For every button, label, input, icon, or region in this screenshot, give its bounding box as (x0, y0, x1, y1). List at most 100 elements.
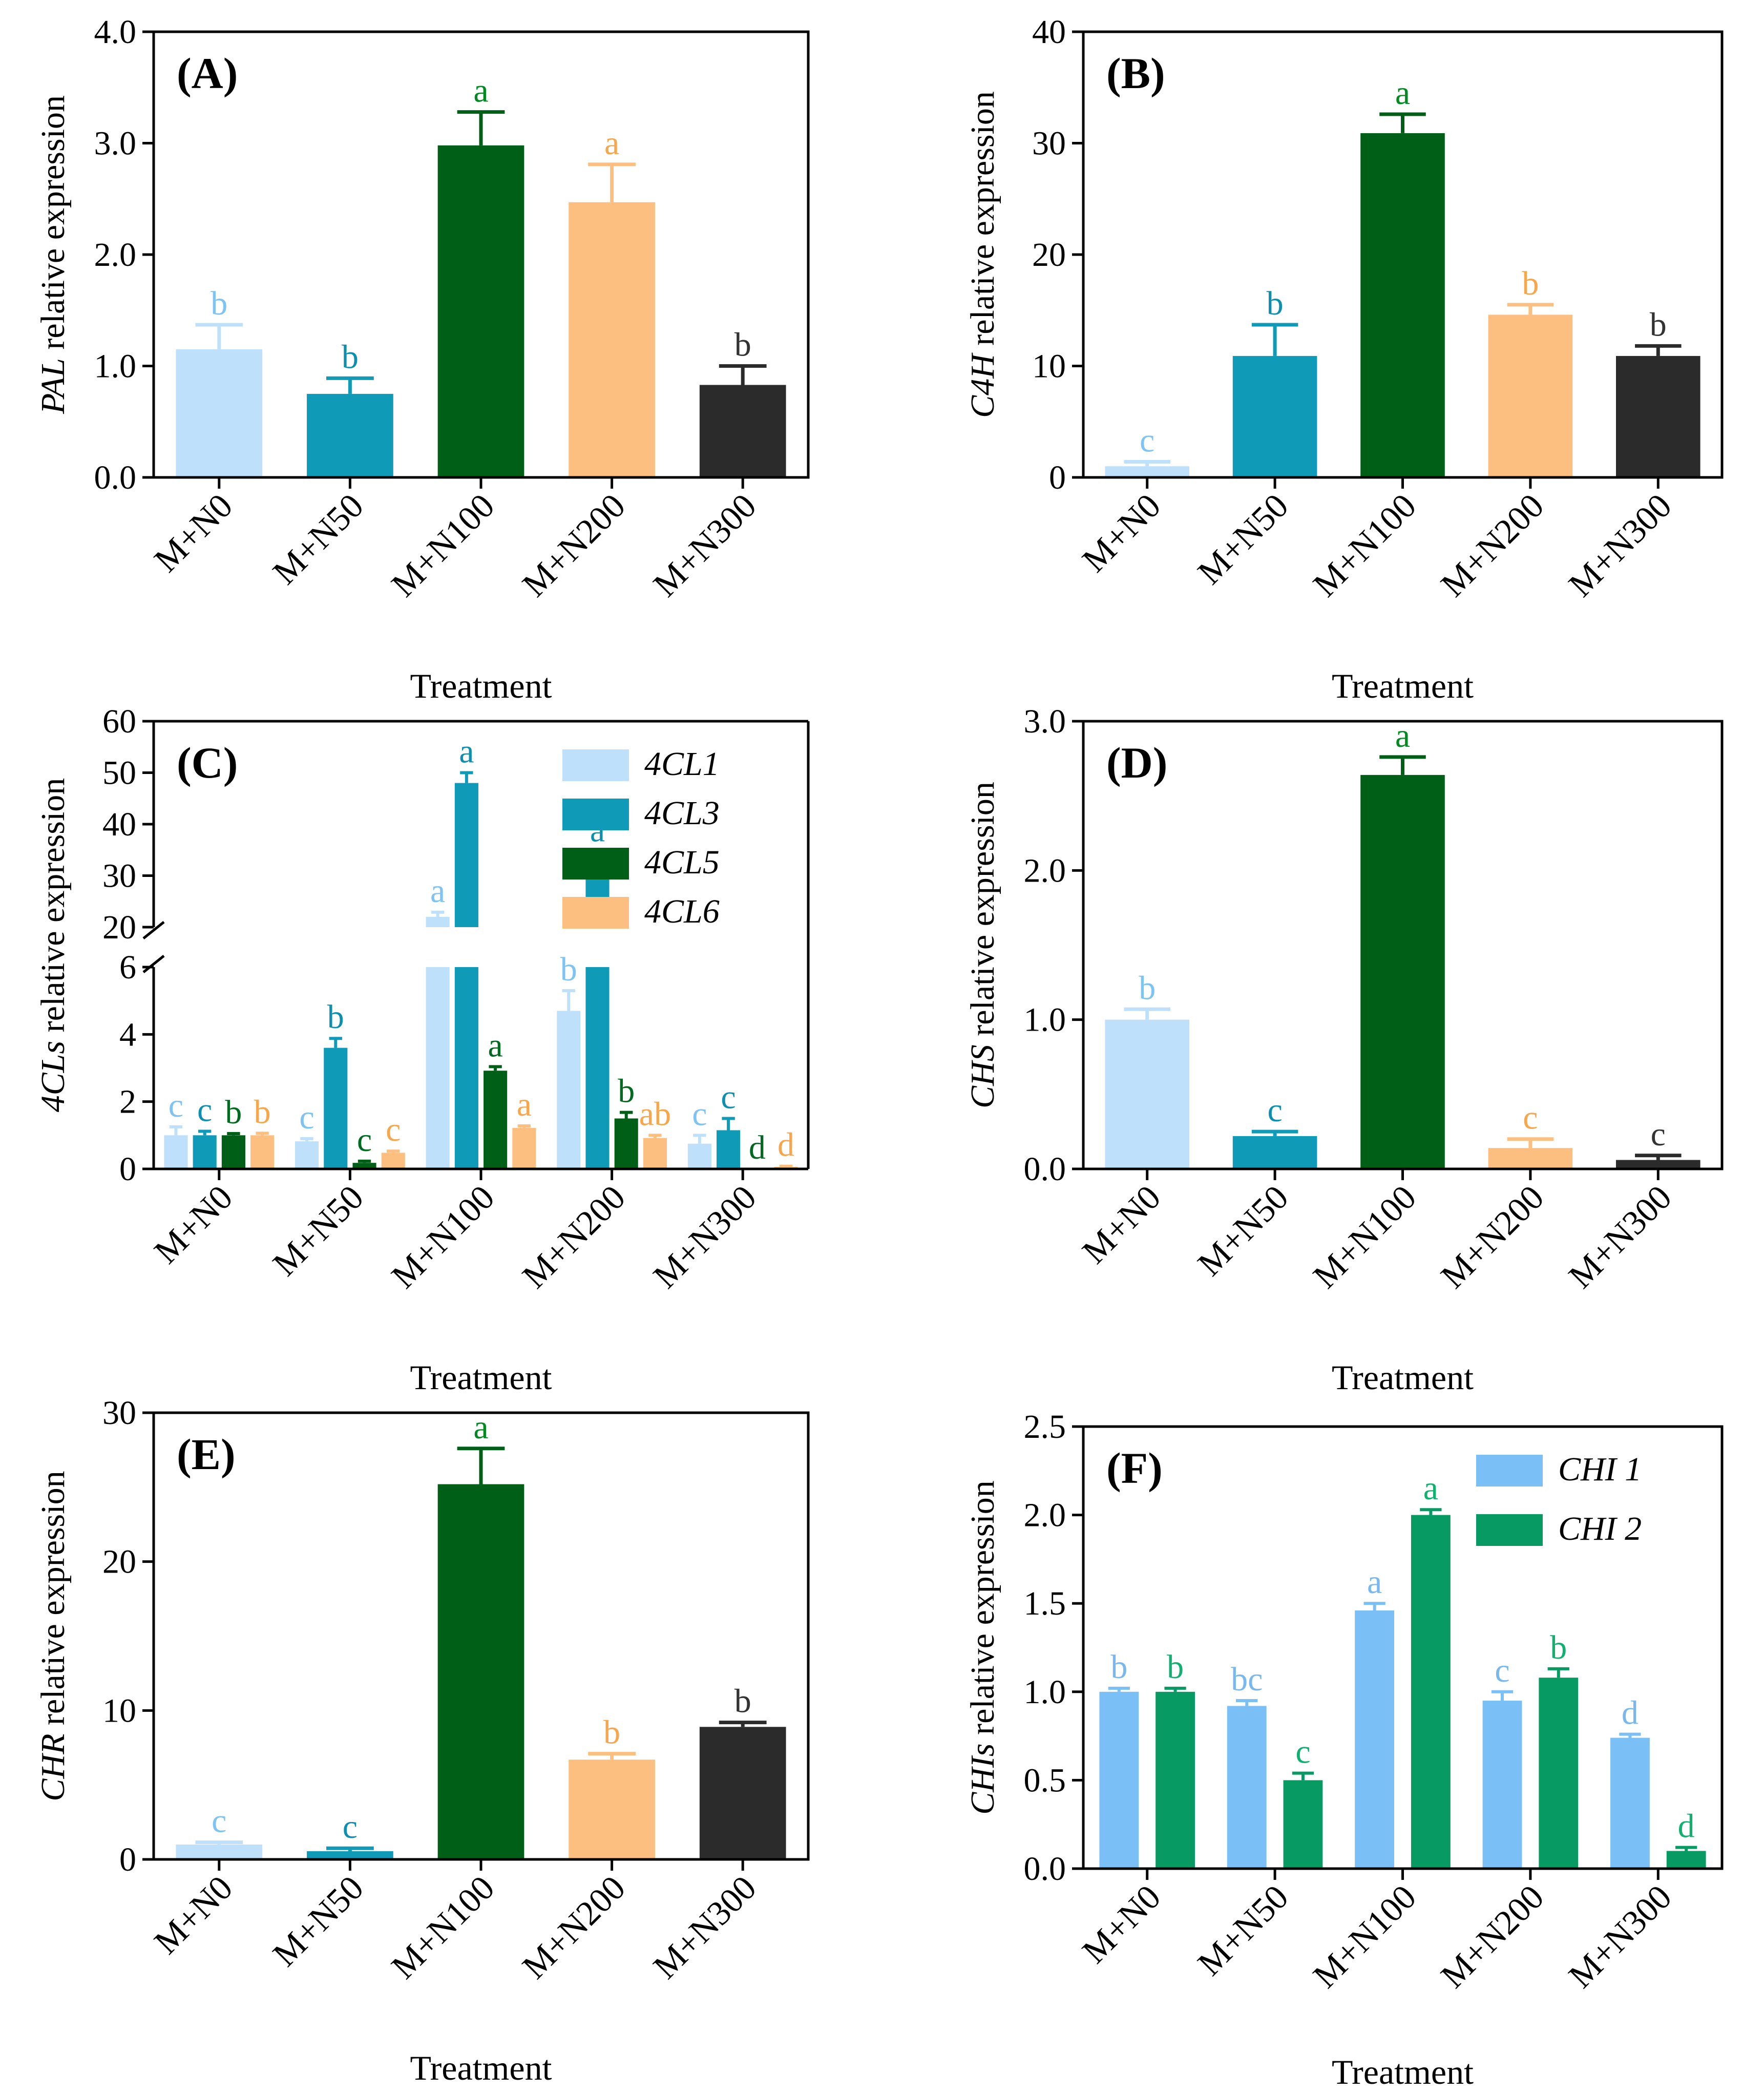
significance-letter: c (169, 1087, 183, 1124)
x-tick-label: M+N50 (1190, 486, 1295, 592)
bar-CHS-M+N300 (1615, 1160, 1700, 1169)
legend-swatch (1476, 1514, 1543, 1546)
significance-letter: a (473, 72, 488, 110)
significance-letter: b (1650, 306, 1667, 343)
significance-letter: c (299, 1099, 314, 1136)
x-tick-label: M+N100 (384, 1178, 501, 1295)
significance-letter: c (1140, 422, 1154, 459)
significance-letter: c (212, 1803, 226, 1840)
y-tick-label: 2.0 (1024, 852, 1066, 889)
panel-label: (B) (1106, 49, 1165, 98)
chart-panel-c: ccbbM+N0cbccM+N50aaaaM+N100bababM+N200cc… (34, 703, 810, 1397)
bar-CHS-M+N200 (1488, 1148, 1573, 1169)
bar-CHI 1-M+N50 (1227, 1706, 1267, 1869)
x-tick-label: M+N300 (645, 1178, 763, 1295)
y-axis-label-suffix: relative expression (34, 95, 72, 358)
significance-letter: b (734, 326, 751, 364)
y-axis-label-suffix: relative expression (964, 782, 1001, 1044)
bar-CHI 1-M+N300 (1610, 1737, 1650, 1869)
significance-letter: b (560, 951, 577, 988)
panel-label: (F) (1106, 1443, 1163, 1493)
bar-4CL3-M+N200-lower (585, 967, 610, 1169)
bar-CHI 1-M+N0 (1099, 1691, 1139, 1869)
bar-CHI 2-M+N50 (1283, 1780, 1323, 1869)
y-axis-label-suffix: relative expression (964, 91, 1001, 354)
x-tick-label: M+N50 (1190, 1178, 1295, 1283)
x-tick-label: M+N300 (1561, 1877, 1678, 1995)
y-tick-label: 0 (1049, 459, 1066, 496)
y-axis-label-gene: CHR (34, 1734, 72, 1802)
x-tick-label: M+N100 (384, 486, 501, 604)
bar-C4H-M+N100 (1360, 133, 1445, 477)
bar-4CL3-M+N100-lower (454, 967, 478, 1169)
x-tick-label: M+N200 (515, 486, 633, 604)
y-axis-label: C4H relative expression (964, 91, 1001, 418)
y-tick-label: 20 (102, 909, 136, 946)
bar-PAL-M+N0 (176, 349, 263, 477)
significance-letter: a (473, 1409, 488, 1446)
x-tick-label: M+N100 (1306, 1178, 1423, 1295)
y-tick-label: 2 (119, 1083, 136, 1121)
x-tick-label: M+N0 (146, 486, 240, 579)
x-tick-label: M+N0 (146, 1868, 240, 1961)
y-tick-label: 20 (1032, 236, 1066, 274)
significance-letter: a (1395, 74, 1410, 112)
significance-letter: c (721, 1079, 736, 1116)
y-tick-label: 0.0 (1024, 1150, 1066, 1188)
y-tick-label: 4 (119, 1016, 136, 1053)
significance-letter: c (343, 1808, 358, 1846)
y-axis-label-gene: CHIs (964, 1743, 1001, 1814)
bar-4CL1-M+N300 (687, 1143, 711, 1169)
bar-CHI 2-M+N0 (1156, 1691, 1195, 1869)
y-tick-label: 0.0 (1024, 1850, 1066, 1888)
bar-4CL1-M+N100-upper (426, 916, 450, 927)
bar-CHR-M+N50 (307, 1851, 393, 1859)
bar-C4H-M+N0 (1105, 466, 1190, 477)
chart-panel-e: c M+N0 c M+N50 a M+N100 b M+N200 b M+N300 0 10 20 30 C… (34, 1394, 810, 2087)
plot-frame (1082, 1425, 1724, 1870)
significance-letter: b (603, 1714, 620, 1751)
y-tick-label: 2.0 (1024, 1497, 1066, 1534)
x-tick-label: M+N200 (1433, 1178, 1551, 1295)
significance-letter: b (1167, 1648, 1184, 1686)
y-axis-label: PAL relative expression (34, 95, 72, 414)
bar-4CL3-M+N50 (324, 1048, 348, 1169)
bar-C4H-M+N300 (1615, 355, 1700, 477)
x-axis-label: Treatment (1332, 2053, 1474, 2091)
axis-break-mark (142, 955, 165, 973)
significance-letter: c (1295, 1733, 1310, 1771)
x-tick-label: M+N200 (515, 1178, 633, 1295)
significance-letter: c (1495, 1652, 1509, 1689)
significance-letter: b (1522, 265, 1539, 302)
y-axis-label: CHIs relative expression (964, 1480, 1001, 1815)
bar-4CL5-M+N50 (352, 1163, 376, 1169)
legend-swatch (1476, 1455, 1543, 1486)
y-tick-label: 10 (1032, 348, 1066, 385)
y-axis-label-gene: PAL (34, 358, 72, 414)
x-tick-label: M+N0 (1075, 1877, 1168, 1971)
x-tick-label: M+N50 (265, 1868, 371, 1974)
significance-letter: a (1367, 1563, 1382, 1601)
x-tick-label: M+N200 (1433, 1877, 1551, 1995)
significance-letter: a (488, 1027, 502, 1064)
bar-CHI 2-M+N200 (1539, 1678, 1579, 1869)
significance-letter: bc (1231, 1661, 1263, 1698)
significance-letter: b (1550, 1629, 1567, 1666)
y-tick-label: 0 (119, 1841, 136, 1878)
significance-letter: ab (639, 1095, 671, 1133)
y-axis-label: 4CLs relative expression (34, 778, 72, 1113)
significance-letter: a (459, 733, 474, 770)
y-tick-label: 4.0 (94, 13, 137, 51)
y-axis-label-suffix: relative expression (34, 1471, 72, 1733)
x-tick-label: M+N100 (1306, 486, 1423, 604)
x-axis-label: Treatment (1332, 1358, 1474, 1397)
y-axis-label-gene: C4H (964, 352, 1001, 418)
y-tick-label: 0.5 (1024, 1762, 1066, 1799)
y-tick-label: 60 (102, 703, 136, 740)
x-axis-label: Treatment (410, 666, 552, 705)
y-tick-label: 30 (102, 857, 136, 895)
significance-letter: a (1395, 717, 1410, 755)
y-tick-label: 1.0 (1024, 1001, 1066, 1039)
x-tick-label: M+N300 (645, 1868, 763, 1986)
